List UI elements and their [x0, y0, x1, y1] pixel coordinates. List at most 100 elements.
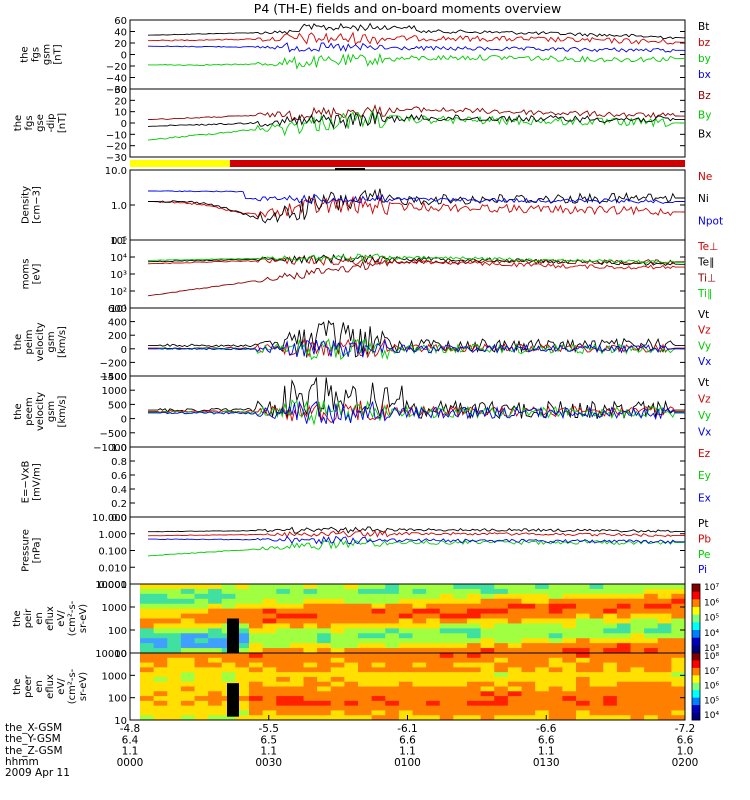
heatmap-cell — [657, 648, 672, 654]
heatmap-cell — [180, 643, 195, 649]
heatmap-cell — [671, 598, 686, 605]
heatmap-cell — [249, 686, 264, 692]
heatmap-cell — [153, 705, 168, 711]
heatmap-cell — [576, 691, 591, 697]
heatmap-cell — [521, 623, 536, 629]
heatmap-cell — [521, 588, 536, 595]
heatmap-cell — [657, 700, 672, 707]
heatmap-cell — [180, 603, 195, 610]
heatmap-cell — [657, 705, 672, 711]
heatmap-cell — [330, 710, 345, 716]
heatmap-cell — [576, 648, 591, 654]
heatmap-cell — [235, 613, 250, 619]
y-axis-label-line: the — [13, 115, 24, 131]
heatmap-cell — [548, 633, 563, 639]
heatmap-cell — [562, 657, 577, 664]
heatmap-cell — [521, 657, 536, 664]
heatmap-cell — [140, 598, 155, 605]
heatmap-cell — [671, 638, 686, 644]
heatmap-cell — [535, 710, 550, 716]
heatmap-cell — [140, 613, 155, 619]
heatmap-cell — [521, 603, 536, 610]
heatmap-cell — [521, 672, 536, 678]
heatmap-cell — [385, 662, 400, 668]
heatmap-cell — [385, 700, 400, 707]
heatmap-cell — [576, 667, 591, 673]
heatmap-cell — [548, 662, 563, 668]
heatmap-cell — [358, 623, 373, 629]
heatmap-cell — [657, 681, 672, 687]
heatmap-cell — [657, 633, 672, 639]
heatmap-cell — [616, 710, 631, 716]
heatmap-cell — [330, 628, 345, 634]
heatmap-cell — [507, 618, 522, 624]
y-tick-label: 10² — [110, 287, 127, 298]
heatmap-cell — [576, 681, 591, 687]
heatmap-cell — [208, 653, 223, 659]
heatmap-cell — [494, 623, 509, 629]
heatmap-cell — [208, 643, 223, 649]
heatmap-cell — [249, 691, 264, 697]
colorbar-segment — [692, 705, 700, 714]
heatmap-cell — [507, 700, 522, 707]
heatmap-cell — [576, 623, 591, 629]
heatmap-cell — [289, 653, 304, 659]
heatmap-cell — [140, 648, 155, 654]
heatmap-cell — [630, 700, 645, 707]
heatmap-cell — [467, 603, 482, 610]
heatmap-cell — [657, 710, 672, 716]
x-axis-labels: the_X-GSM the_Y-GSM the_Z-GSM hhmm 2009 … — [5, 722, 70, 779]
heatmap-cell — [303, 715, 318, 721]
heatmap-cell — [671, 691, 686, 697]
heatmap-cell — [153, 603, 168, 610]
heatmap-cell — [140, 593, 155, 600]
heatmap-cell — [480, 618, 495, 624]
heatmap-cell — [467, 584, 482, 590]
heatmap-cell — [603, 584, 618, 590]
heatmap-cell — [521, 700, 536, 707]
heatmap-cell — [249, 710, 264, 716]
heatmap-cell — [194, 613, 209, 619]
heatmap-cell — [262, 613, 277, 619]
heatmap-cell — [289, 628, 304, 634]
heatmap-cell — [644, 593, 659, 600]
heatmap-cell — [371, 710, 386, 716]
heatmap-cell — [303, 705, 318, 711]
heatmap-cell — [494, 662, 509, 668]
heatmap-cell — [208, 691, 223, 697]
legend-entry: Te⊥ — [697, 241, 718, 253]
heatmap-cell — [140, 696, 155, 702]
heatmap-cell — [249, 613, 264, 619]
heatmap-cell — [371, 700, 386, 707]
heatmap-cell — [262, 584, 277, 590]
heatmap-cell — [330, 657, 345, 664]
heatmap-cell — [276, 681, 291, 687]
heatmap-cell — [644, 705, 659, 711]
heatmap-cell — [426, 643, 441, 649]
heatmap-cell — [616, 653, 631, 659]
heatmap-cell — [344, 662, 359, 668]
heatmap-cell — [398, 681, 413, 687]
heatmap-cell — [289, 588, 304, 595]
heatmap-cell — [521, 676, 536, 683]
heatmap-cell — [180, 648, 195, 654]
heatmap-cell — [398, 715, 413, 721]
heatmap-cell — [303, 593, 318, 600]
x-tick-label: 1.1 — [122, 746, 139, 758]
heatmap-cell — [358, 608, 373, 615]
heatmap-cell — [140, 672, 155, 678]
y-tick-label: 20 — [114, 96, 127, 107]
heatmap-cell — [180, 662, 195, 668]
heatmap-cell — [644, 608, 659, 615]
heatmap-cell — [453, 584, 468, 590]
heatmap-cell — [426, 653, 441, 659]
legend-entry: Vz — [698, 393, 711, 405]
heatmap-cell — [167, 667, 182, 673]
heatmap-cell — [194, 715, 209, 721]
heatmap-cell — [494, 653, 509, 659]
heatmap-cell — [289, 691, 304, 697]
heatmap-cell — [480, 613, 495, 619]
heatmap-cell — [208, 662, 223, 668]
heatmap-cell — [235, 638, 250, 644]
heatmap-cell — [657, 686, 672, 692]
